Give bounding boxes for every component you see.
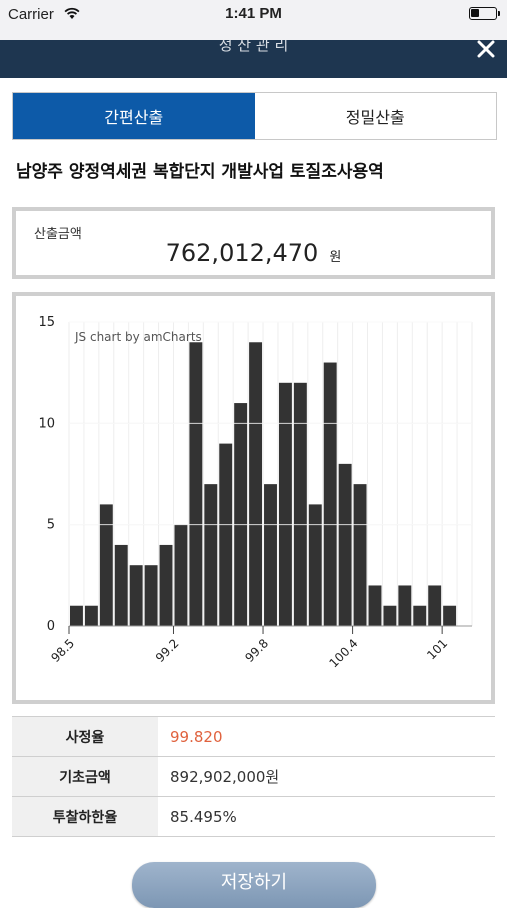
x-tick-label: 100.4 — [327, 636, 361, 670]
histogram-bar — [204, 484, 218, 626]
y-axis-ticks: 0 5 10 15 — [38, 315, 55, 634]
histogram-bar — [114, 544, 128, 626]
battery-level — [471, 9, 480, 17]
carrier-label: Carrier — [8, 6, 54, 23]
nav-title: 정 산 관 리 — [218, 40, 289, 54]
x-tick-label: 99.8 — [242, 636, 271, 665]
histogram-bar — [308, 504, 322, 626]
x-tick-label: 101 — [424, 636, 450, 662]
amount-box: 산출금액 762,012,470 원 — [12, 207, 495, 279]
histogram-bar — [323, 362, 337, 626]
row-label: 기초금액 — [12, 757, 158, 796]
table-row: 기초금액 892,902,000원 — [12, 757, 495, 797]
histogram-bar — [338, 463, 352, 626]
histogram-bar — [234, 403, 248, 626]
histogram-bar — [99, 504, 113, 626]
y-tick-label: 10 — [38, 416, 55, 431]
y-tick-label: 0 — [47, 619, 55, 634]
histogram-bar — [159, 544, 173, 626]
y-tick-label: 5 — [47, 518, 55, 533]
result-table: 사정율 99.820 기초금액 892,902,000원 투찰하한율 85.49… — [12, 716, 495, 837]
histogram-bar — [84, 605, 98, 626]
histogram-bar — [249, 342, 263, 626]
histogram-bar — [353, 484, 367, 626]
chart-credit: JS chart by amCharts — [74, 330, 202, 344]
save-button[interactable]: 저장하기 — [132, 862, 376, 908]
row-label: 투찰하한율 — [12, 797, 158, 836]
amount-value: 762,012,470 원 — [16, 239, 491, 267]
histogram-bar — [189, 342, 203, 626]
histogram-bar — [129, 565, 143, 626]
histogram-bar — [70, 605, 83, 626]
project-title: 남양주 양정역세권 복합단지 개발사업 토질조사용역 — [16, 162, 384, 182]
tab-simple-calc[interactable]: 간편산출 — [13, 93, 255, 139]
histogram-bar — [144, 565, 158, 626]
battery-icon — [469, 7, 500, 20]
status-time: 1:41 PM — [225, 5, 282, 22]
histogram-bar — [368, 585, 382, 626]
tab-detailed-calc[interactable]: 정밀산출 — [254, 93, 496, 139]
nav-bar: 정 산 관 리 — [0, 40, 507, 78]
close-icon[interactable] — [475, 40, 497, 62]
amount-label: 산출금액 — [34, 227, 82, 242]
x-tick-label: 98.5 — [48, 636, 77, 665]
table-row: 투찰하한율 85.495% — [12, 797, 495, 837]
histogram-bar — [413, 605, 427, 626]
row-value: 892,902,000원 — [170, 768, 280, 786]
histogram-bar — [219, 443, 233, 626]
histogram-bar — [174, 524, 188, 626]
histogram-bar — [264, 484, 277, 626]
table-row: 사정율 99.820 — [12, 717, 495, 757]
histogram-bar — [293, 382, 307, 626]
histogram-chart: 0 5 10 15 98.5 99.2 99.8 100.4 101 JS chart by … — [12, 292, 495, 704]
row-label: 사정율 — [12, 717, 158, 756]
calc-mode-tabs: 간편산출 정밀산출 — [12, 92, 497, 140]
histogram-bar — [428, 585, 442, 626]
wifi-icon — [64, 7, 80, 19]
x-tick-label: 99.2 — [153, 636, 182, 665]
histogram-bar — [278, 382, 292, 626]
histogram-bar — [398, 585, 412, 626]
row-value: 99.820 — [170, 727, 223, 746]
amount-number: 762,012,470 — [165, 239, 319, 267]
histogram-svg: 0 5 10 15 98.5 99.2 99.8 100.4 101 JS chart by … — [38, 315, 473, 670]
histogram-bar — [383, 605, 397, 626]
histogram-bar — [443, 605, 457, 626]
amount-unit: 원 — [329, 250, 342, 265]
row-value: 85.495% — [170, 807, 237, 826]
status-bar: Carrier 1:41 PM — [0, 0, 507, 40]
x-axis-ticks: 98.5 99.2 99.8 100.4 101 — [48, 625, 472, 670]
chart-bars — [69, 321, 472, 626]
y-tick-label: 15 — [38, 315, 55, 330]
